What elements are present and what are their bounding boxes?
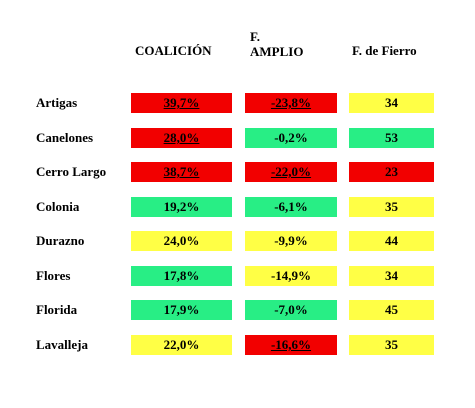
table-row: Lavalleja 22,0% -16,6% 35 [0,335,475,355]
fierro-cell: 35 [349,335,434,355]
table-row: Canelones 28,0% -0,2% 53 [0,128,475,148]
frente-amplio-cell-value: -6,1% [274,199,308,214]
table-row: Florida 17,9% -7,0% 45 [0,300,475,320]
department-name: Cerro Largo [36,164,107,179]
fierro-cell: 44 [349,231,434,251]
fierro-cell-value: 23 [385,164,398,179]
department-name: Artigas [36,95,78,110]
fierro-cell: 53 [349,128,434,148]
fierro-cell-value: 44 [385,233,398,248]
fierro-cell-value: 53 [385,130,398,145]
department-name: Canelones [36,130,94,145]
header-frente-amplio-line1: F. [250,29,260,44]
fierro-cell: 34 [349,93,434,113]
header-fierro: F. de Fierro [352,43,417,58]
coalicion-cell: 19,2% [131,197,232,217]
coalicion-cell: 28,0% [131,128,232,148]
coalicion-cell: 17,8% [131,266,232,286]
frente-amplio-cell: -6,1% [245,197,337,217]
coalicion-cell: 17,9% [131,300,232,320]
frente-amplio-cell: -16,6% [245,335,337,355]
frente-amplio-cell-value: -22,0% [270,164,312,179]
fierro-cell-value: 35 [385,199,398,214]
coalicion-cell-value: 38,7% [163,164,200,179]
department-name: Durazno [36,233,85,248]
department-name: Flores [36,268,71,283]
fierro-cell: 45 [349,300,434,320]
frente-amplio-cell: -9,9% [245,231,337,251]
fierro-cell: 35 [349,197,434,217]
table-row: Durazno 24,0% -9,9% 44 [0,231,475,251]
frente-amplio-cell: -7,0% [245,300,337,320]
table-row: Flores 17,8% -14,9% 34 [0,266,475,286]
fierro-cell: 23 [349,162,434,182]
department-name: Florida [36,302,78,317]
coalicion-cell-value: 39,7% [163,95,200,110]
coalicion-cell: 24,0% [131,231,232,251]
coalicion-cell-value: 28,0% [163,130,200,145]
header-coalicion: COALICIÓN [135,43,212,58]
coalicion-cell-value: 17,9% [163,302,200,317]
coalicion-cell-value: 22,0% [163,337,200,352]
frente-amplio-cell-value: -16,6% [270,337,312,352]
fierro-cell-value: 35 [385,337,398,352]
coalicion-cell-value: 24,0% [163,233,200,248]
table-row: Artigas 39,7% -23,8% 34 [0,93,475,113]
coalicion-cell-value: 19,2% [163,199,200,214]
frente-amplio-cell: -23,8% [245,93,337,113]
fierro-cell-value: 45 [385,302,398,317]
coalicion-cell-value: 17,8% [163,268,200,283]
coalicion-cell: 22,0% [131,335,232,355]
frente-amplio-cell-value: -7,0% [274,302,308,317]
frente-amplio-cell: -0,2% [245,128,337,148]
coalicion-cell: 38,7% [131,162,232,182]
fierro-cell: 34 [349,266,434,286]
frente-amplio-cell-value: -23,8% [270,95,312,110]
department-name: Colonia [36,199,80,214]
frente-amplio-cell-value: -14,9% [270,268,312,283]
frente-amplio-cell-value: -9,9% [274,233,308,248]
fierro-cell-value: 34 [385,268,398,283]
frente-amplio-cell: -22,0% [245,162,337,182]
frente-amplio-cell: -14,9% [245,266,337,286]
table-row: Colonia 19,2% -6,1% 35 [0,197,475,217]
header-frente-amplio: F. AMPLIO [250,29,320,59]
table-row: Cerro Largo 38,7% -22,0% 23 [0,162,475,182]
header-frente-amplio-line2: AMPLIO [250,44,304,59]
department-name: Lavalleja [36,337,88,352]
frente-amplio-cell-value: -0,2% [274,130,308,145]
coalicion-cell: 39,7% [131,93,232,113]
fierro-cell-value: 34 [385,95,398,110]
